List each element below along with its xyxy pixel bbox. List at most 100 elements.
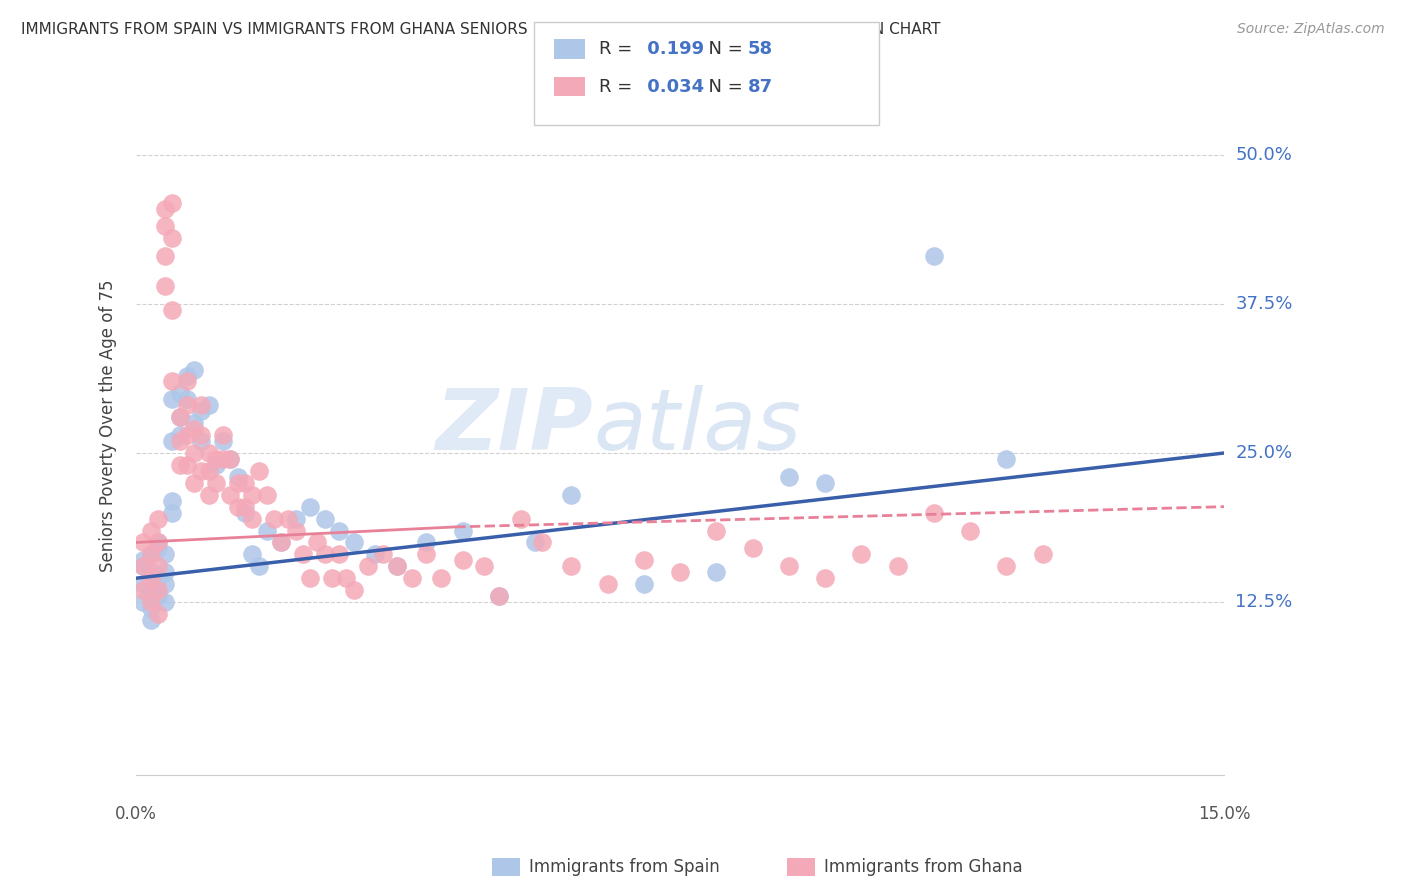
Point (139, 566, 162, 580)
Point (153, 547, 176, 561)
Point (139, 583, 162, 598)
Point (240, 547, 263, 561)
Text: atlas: atlas (593, 384, 801, 467)
Point (314, 511, 336, 525)
Point (233, 500, 256, 514)
Point (451, 553, 474, 567)
Point (596, 577, 619, 591)
Point (995, 452, 1018, 467)
Point (197, 398, 219, 412)
Point (814, 475, 837, 490)
Text: 15.0%: 15.0% (1198, 805, 1250, 823)
Point (284, 511, 307, 525)
Point (429, 571, 451, 585)
Point (814, 571, 837, 585)
Point (190, 404, 212, 418)
Point (146, 541, 169, 556)
Point (387, 559, 409, 574)
Point (190, 398, 212, 412)
Point (472, 559, 495, 574)
Point (233, 475, 256, 490)
Point (633, 553, 655, 567)
Point (205, 452, 228, 467)
Point (922, 249, 945, 263)
Point (778, 559, 800, 574)
Point (995, 559, 1018, 574)
Point (706, 524, 728, 538)
Point (197, 488, 219, 502)
Point (190, 464, 212, 478)
Text: 37.5%: 37.5% (1236, 295, 1292, 313)
Point (357, 559, 380, 574)
Point (706, 566, 728, 580)
Point (778, 470, 800, 484)
Point (212, 452, 235, 467)
Text: 50.0%: 50.0% (1236, 146, 1292, 164)
Point (219, 452, 242, 467)
Point (1032, 547, 1054, 561)
Point (153, 202, 176, 216)
Point (226, 475, 249, 490)
Point (139, 595, 162, 609)
Point (263, 511, 285, 525)
Point (669, 566, 692, 580)
Point (139, 613, 162, 627)
Text: N =: N = (697, 78, 749, 95)
Point (169, 434, 191, 448)
Point (284, 524, 307, 538)
Text: R =: R = (599, 78, 638, 95)
Point (328, 547, 350, 561)
Text: R =: R = (599, 40, 638, 58)
Point (139, 524, 162, 538)
Point (183, 446, 205, 460)
Point (153, 279, 176, 293)
Text: 0.199: 0.199 (641, 40, 704, 58)
Point (146, 511, 169, 525)
Point (633, 577, 655, 591)
Point (146, 607, 169, 621)
Point (146, 559, 169, 574)
Point (190, 428, 212, 442)
Point (851, 547, 873, 561)
Point (176, 398, 198, 412)
Point (328, 524, 350, 538)
Point (190, 434, 212, 448)
Point (959, 524, 981, 538)
Point (153, 249, 176, 263)
Point (132, 553, 155, 567)
Text: 87: 87 (748, 78, 773, 95)
Point (205, 458, 228, 472)
Point (531, 535, 554, 549)
Point (139, 571, 162, 585)
Point (162, 195, 184, 210)
Point (146, 535, 169, 549)
Point (741, 541, 763, 556)
Point (415, 547, 437, 561)
Point (335, 571, 357, 585)
Point (146, 571, 169, 585)
Point (509, 511, 531, 525)
Point (162, 375, 184, 389)
Point (146, 535, 169, 549)
Point (153, 566, 176, 580)
Text: 58: 58 (748, 40, 773, 58)
Point (343, 535, 366, 549)
Point (415, 535, 437, 549)
Point (183, 362, 205, 376)
Text: Immigrants from Ghana: Immigrants from Ghana (824, 858, 1022, 876)
Point (212, 428, 235, 442)
Point (146, 589, 169, 603)
Point (240, 488, 263, 502)
Point (197, 464, 219, 478)
Point (560, 488, 582, 502)
Point (169, 410, 191, 425)
Point (162, 392, 184, 407)
Text: 25.0%: 25.0% (1236, 444, 1292, 462)
Text: 0.034: 0.034 (641, 78, 704, 95)
Point (176, 458, 198, 472)
Point (277, 511, 299, 525)
Point (162, 231, 184, 245)
Point (886, 559, 908, 574)
Text: N =: N = (697, 40, 749, 58)
Point (371, 547, 394, 561)
